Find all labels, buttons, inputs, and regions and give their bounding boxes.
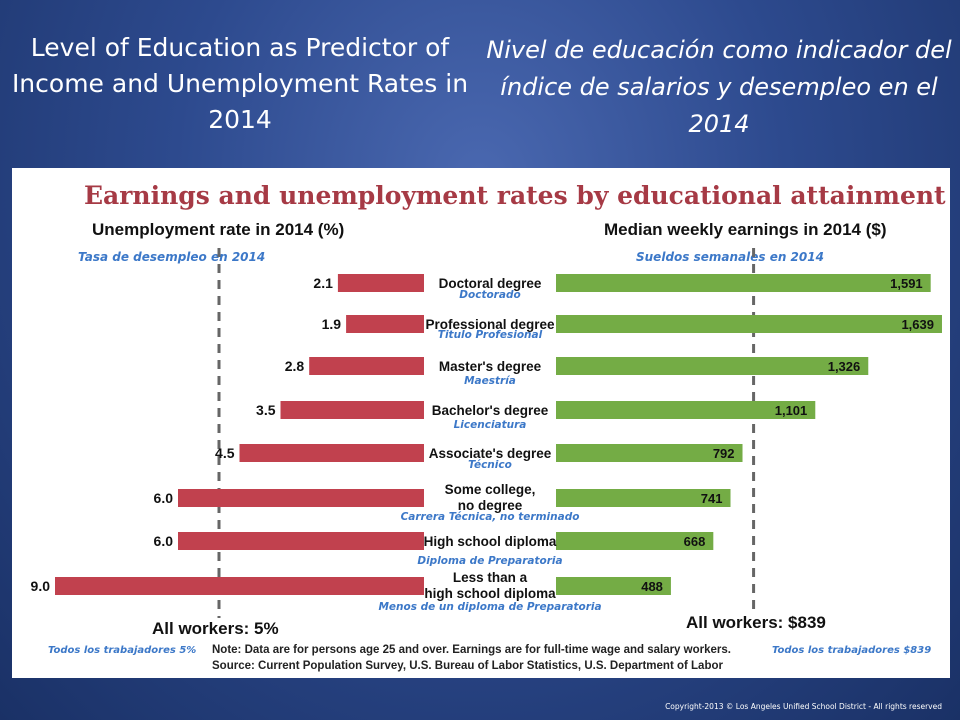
earnings-value-label: 1,101 — [775, 403, 808, 418]
earnings-bar — [556, 357, 869, 375]
chart-title: Earnings and unemployment rates by educa… — [84, 181, 946, 210]
earnings-series-title-es: Sueldos semanales en 2014 — [636, 250, 824, 264]
chart-source: Source: Current Population Survey, U.S. … — [212, 660, 723, 672]
unemployment-series-title-es: Tasa de desempleo en 2014 — [78, 250, 265, 264]
earnings-value-label: 488 — [641, 579, 663, 594]
unemployment-bar — [346, 315, 424, 333]
unemployment-bar — [337, 274, 424, 292]
unemployment-bar — [239, 444, 424, 462]
earnings-value-label: 1,326 — [828, 359, 861, 374]
unemployment-value-label: 2.8 — [285, 358, 305, 374]
unemployment-bar — [309, 357, 424, 375]
unemployment-value-label: 1.9 — [322, 316, 342, 332]
earnings-value-label: 668 — [684, 534, 706, 549]
earnings-value-label: 741 — [701, 491, 723, 506]
category-label: Some college, no degree — [445, 482, 536, 513]
category-label: High school diploma — [424, 534, 557, 549]
earnings-bar — [556, 401, 816, 419]
unemployment-reference-label: All workers: 5% — [152, 619, 279, 638]
earnings-reference-label: All workers: $839 — [686, 613, 826, 632]
category-label: Master's degree — [439, 359, 542, 374]
unemployment-value-label: 2.1 — [313, 275, 333, 291]
category-label-es: Doctorado — [459, 289, 520, 301]
earnings-bar — [556, 577, 671, 595]
unemployment-value-label: 6.0 — [154, 490, 174, 506]
earnings-value-label: 792 — [713, 446, 735, 461]
unemployment-bar — [178, 489, 424, 507]
unemployment-bar — [280, 401, 424, 419]
unemployment-bar — [55, 577, 424, 595]
category-label-es: Diploma de Preparatoria — [417, 555, 562, 567]
earnings-bar — [556, 532, 714, 550]
category-label-es: Menos de un diploma de Preparatoria — [378, 601, 601, 613]
earnings-reference-label-es: Todos los trabajadores $839 — [772, 645, 931, 656]
slide-title-spanish: Nivel de educación como indicador del ín… — [486, 36, 952, 138]
category-label-es: Maestría — [464, 375, 516, 387]
unemployment-value-label: 9.0 — [31, 578, 51, 594]
unemployment-value-label: 4.5 — [215, 445, 235, 461]
unemployment-value-label: 3.5 — [256, 402, 276, 418]
chart-note: Note: Data are for persons age 25 and ov… — [212, 644, 731, 656]
earnings-series-title: Median weekly earnings in 2014 ($) — [604, 220, 887, 239]
unemployment-value-label: 6.0 — [154, 533, 174, 549]
unemployment-reference-label-es: Todos los trabajadores 5% — [48, 645, 196, 656]
unemployment-bar — [178, 532, 424, 550]
category-label-es: Licenciatura — [454, 419, 527, 431]
category-label-es: Técnico — [468, 459, 512, 471]
earnings-bar — [556, 274, 931, 292]
category-label: Doctoral degree — [439, 276, 542, 291]
earnings-bar — [556, 444, 743, 462]
earnings-value-label: 1,639 — [901, 317, 934, 332]
category-label: Bachelor's degree — [432, 403, 549, 418]
copyright-footer: Copyright-2013 © Los Angeles Unified Sch… — [665, 702, 942, 711]
category-label: Professional degree — [425, 317, 555, 332]
earnings-unemployment-chart: Earnings and unemployment rates by educa… — [31, 181, 947, 672]
earnings-bar — [556, 315, 942, 333]
category-label: Associate's degree — [429, 446, 552, 461]
unemployment-series-title: Unemployment rate in 2014 (%) — [92, 220, 344, 239]
earnings-bar — [556, 489, 731, 507]
earnings-value-label: 1,591 — [890, 276, 923, 291]
chart-panel: Earnings and unemployment rates by educa… — [12, 168, 950, 678]
category-label-es: Titulo Profesional — [438, 329, 543, 341]
category-label: Less than a high school diploma — [424, 570, 556, 601]
category-label-es: Carrera Técnica, no terminado — [401, 511, 580, 523]
slide-title-english: Level of Education as Predictor of Incom… — [11, 33, 469, 134]
